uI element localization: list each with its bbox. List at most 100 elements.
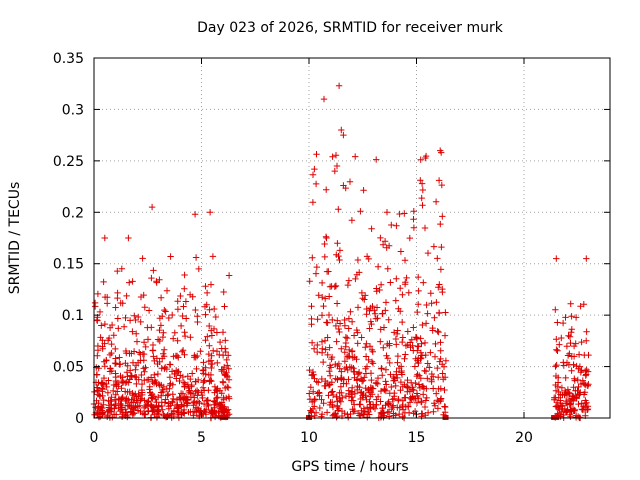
data-point <box>566 350 573 357</box>
data-point <box>424 375 431 382</box>
data-point <box>210 411 217 419</box>
data-point <box>581 381 588 388</box>
data-point <box>99 385 106 393</box>
data-point <box>432 198 440 205</box>
data-point <box>437 395 445 402</box>
data-point <box>189 370 196 377</box>
data-point <box>156 315 164 322</box>
data-point <box>167 380 174 387</box>
data-point <box>582 367 589 375</box>
data-point <box>572 314 580 321</box>
data-point <box>313 151 320 158</box>
data-point <box>439 288 446 296</box>
data-point <box>187 334 194 341</box>
data-point <box>174 306 182 313</box>
data-point <box>363 396 370 403</box>
data-point <box>434 364 441 372</box>
data-point <box>388 221 395 229</box>
data-point <box>392 382 399 390</box>
data-point <box>552 387 560 394</box>
data-point <box>224 373 231 381</box>
data-point <box>388 383 395 391</box>
data-point <box>171 329 178 336</box>
data-point <box>132 316 139 324</box>
data-point <box>377 387 385 395</box>
data-point <box>132 366 139 373</box>
data-point <box>577 369 584 376</box>
data-point <box>100 396 107 404</box>
data-point <box>149 341 157 349</box>
data-point <box>122 347 130 355</box>
data-point <box>108 321 116 329</box>
data-point <box>104 408 112 415</box>
data-point <box>108 340 115 348</box>
data-point <box>94 387 101 394</box>
data-point <box>578 400 585 407</box>
data-point <box>128 404 135 412</box>
data-point <box>335 206 342 213</box>
data-point <box>156 337 163 345</box>
data-point <box>118 402 125 409</box>
data-point <box>381 385 388 393</box>
data-point <box>345 414 352 421</box>
data-point <box>341 322 349 329</box>
data-point <box>418 340 425 347</box>
data-point <box>341 365 349 373</box>
data-point <box>216 401 224 408</box>
data-point <box>354 256 362 264</box>
data-point <box>118 265 125 272</box>
data-point <box>129 390 136 397</box>
data-point <box>126 350 133 357</box>
data-point <box>325 268 332 275</box>
data-point <box>382 299 390 306</box>
data-point <box>137 397 144 404</box>
data-point <box>583 371 590 378</box>
data-point <box>167 253 174 260</box>
data-point <box>316 404 323 412</box>
data-point <box>347 308 354 315</box>
data-point <box>208 352 215 359</box>
data-point <box>355 370 363 377</box>
data-point <box>142 364 149 371</box>
data-point <box>159 388 167 396</box>
data-point <box>570 384 577 391</box>
data-point <box>429 327 436 334</box>
data-point <box>394 404 401 411</box>
data-point <box>211 305 218 313</box>
data-point <box>115 383 122 390</box>
data-point <box>401 355 408 362</box>
data-point <box>574 413 582 420</box>
data-point <box>428 370 435 378</box>
data-point <box>434 255 441 262</box>
data-point <box>397 285 404 292</box>
data-point <box>105 334 113 342</box>
data-point <box>410 386 417 394</box>
data-point <box>367 318 374 325</box>
data-point <box>184 373 191 380</box>
data-point <box>333 414 340 421</box>
data-point <box>205 387 212 394</box>
data-point <box>562 400 570 407</box>
data-point <box>319 294 326 301</box>
data-point <box>346 178 354 185</box>
data-point <box>170 395 177 403</box>
data-point <box>216 338 224 346</box>
data-point <box>431 314 438 321</box>
data-point <box>366 307 373 314</box>
data-point <box>580 403 587 410</box>
data-point <box>336 256 343 264</box>
data-point <box>314 341 321 349</box>
data-point <box>377 398 384 405</box>
data-point <box>394 352 402 360</box>
x-axis-label: GPS time / hours <box>291 459 408 475</box>
data-point <box>377 338 384 345</box>
data-point <box>371 310 379 317</box>
y-tick-label: 0.05 <box>53 360 84 376</box>
data-point <box>382 378 389 385</box>
data-point <box>349 397 357 404</box>
data-point <box>313 263 320 271</box>
data-point <box>211 383 219 390</box>
data-point <box>322 377 329 385</box>
data-point <box>110 381 118 389</box>
